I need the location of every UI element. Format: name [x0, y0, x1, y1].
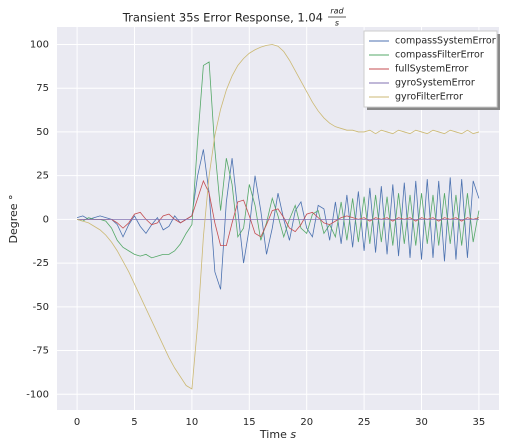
x-label-text: Time — [259, 428, 287, 441]
y-tick-label: 25 — [36, 171, 49, 182]
y-tick-label: 100 — [30, 39, 49, 50]
legend-label: compassFilterError — [395, 50, 484, 61]
title-unit-denominator: s — [335, 19, 339, 28]
series-line — [76, 149, 480, 290]
x-tick-label: 20 — [300, 417, 313, 428]
x-tick-label: 30 — [415, 417, 428, 428]
y-tick-label: 0 — [43, 214, 49, 225]
series-line — [76, 44, 480, 390]
x-tick-label: 25 — [358, 417, 371, 428]
y-tick-label: 75 — [36, 83, 49, 94]
chart-title: Transient 35s Error Response, 1.04 — [122, 11, 323, 25]
y-tick-label: -25 — [33, 258, 49, 269]
legend: compassSystemError compassFilterError full… — [363, 30, 500, 110]
grid — [57, 27, 499, 410]
lines — [76, 44, 480, 390]
legend-label: gyroFilterError — [395, 92, 463, 103]
legend-label: fullSystemError — [395, 64, 468, 75]
y-tick-label: -100 — [26, 389, 49, 400]
y-axis-label: Degree ° — [7, 194, 20, 243]
series-line — [76, 61, 480, 259]
series-line — [77, 179, 480, 247]
y-tick-label: -75 — [33, 346, 49, 357]
y-tick-label: -50 — [33, 302, 49, 313]
x-tick-label: 35 — [473, 417, 486, 428]
legend-label: gyroSystemError — [395, 78, 475, 89]
y-tick-label: 50 — [36, 127, 49, 138]
x-tick-label: 10 — [186, 417, 199, 428]
legend-label: compassSystemError — [395, 36, 496, 47]
x-tick-label: 15 — [243, 417, 256, 428]
title-unit-numerator: rad — [330, 7, 344, 16]
x-axis-label: Time s — [259, 428, 296, 441]
x-tick-label: 0 — [74, 417, 80, 428]
x-tick-label: 5 — [131, 417, 137, 428]
x-label-unit: s — [290, 428, 296, 441]
